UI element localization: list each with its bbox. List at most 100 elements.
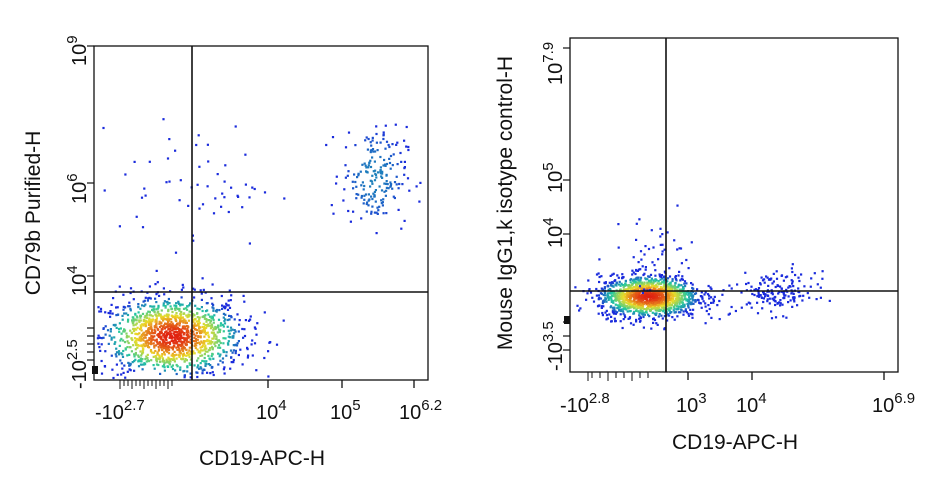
event-dot-1584 — [661, 243, 664, 246]
event-dot-1087 — [622, 302, 625, 305]
event-dot-212 — [703, 293, 706, 296]
event-dot-915 — [649, 292, 652, 295]
event-dot-612 — [110, 354, 113, 357]
event-dot-1411 — [745, 303, 748, 306]
event-dot-644 — [134, 342, 138, 345]
event-dot-1242 — [199, 335, 202, 338]
event-dot-1297 — [177, 345, 180, 348]
event-dot-977 — [636, 277, 639, 280]
event-dot-39 — [621, 284, 625, 287]
event-dot-364 — [206, 309, 209, 312]
event-dot-1133 — [100, 359, 103, 363]
event-dot-1579 — [654, 269, 657, 272]
event-dot-796 — [649, 280, 653, 283]
event-dot-443 — [673, 284, 676, 287]
event-dot-746 — [674, 297, 678, 300]
event-dot-1463 — [781, 303, 784, 306]
event-dot-594 — [627, 317, 630, 320]
event-dot-1482 — [766, 300, 769, 303]
event-dot-1018 — [167, 308, 170, 311]
event-dot-1420 — [813, 272, 816, 275]
event-dot-1266 — [648, 291, 651, 294]
event-dot-1572 — [644, 266, 647, 269]
event-dot-1289 — [666, 299, 669, 302]
event-dot-1386 — [649, 308, 652, 311]
event-dot-455 — [694, 300, 697, 303]
event-dot-1236 — [644, 293, 647, 296]
event-dot-417 — [710, 301, 713, 304]
event-dot-1048 — [215, 310, 218, 313]
event-dot-332 — [629, 281, 632, 284]
event-dot-1433 — [382, 137, 385, 141]
event-dot-1477 — [352, 187, 355, 190]
event-dot-225 — [632, 323, 635, 326]
event-dot-988 — [199, 332, 202, 335]
event-dot-421 — [182, 286, 185, 289]
event-dot-1165 — [652, 288, 655, 291]
event-dot-1353 — [352, 210, 355, 213]
event-dot-97 — [129, 291, 132, 295]
event-dot-1560 — [102, 126, 105, 130]
event-dot-68 — [642, 301, 645, 304]
plot-left-x-axis-label: CD19-APC-H — [199, 447, 325, 470]
event-dot-929 — [186, 352, 189, 355]
event-dot-1610 — [690, 241, 693, 244]
event-dot-1149 — [117, 350, 121, 353]
event-dot-906 — [166, 325, 169, 328]
event-dot-1208 — [167, 310, 170, 313]
event-dot-1520 — [383, 190, 386, 193]
event-dot-960 — [183, 376, 186, 379]
event-dot-603 — [199, 346, 202, 349]
event-dot-1579 — [244, 153, 247, 156]
event-dot-498 — [181, 303, 184, 306]
event-dot-1574 — [251, 186, 254, 189]
event-dot-831 — [638, 314, 641, 317]
event-dot-1499 — [768, 302, 771, 305]
event-dot-1585 — [263, 191, 267, 194]
event-dot-902 — [632, 300, 635, 303]
event-dot-863 — [641, 304, 644, 307]
event-dot-200 — [117, 351, 120, 354]
event-dot-1158 — [649, 273, 653, 276]
event-dot-1034 — [601, 288, 604, 291]
event-dot-750 — [185, 334, 188, 337]
event-dot-1581 — [241, 206, 244, 209]
event-dot-756 — [223, 372, 226, 375]
event-dot-1290 — [172, 354, 176, 357]
event-dot-570 — [155, 317, 158, 320]
event-dot-1470 — [399, 151, 402, 155]
event-dot-1526 — [383, 163, 387, 166]
event-dot-312 — [641, 302, 644, 305]
event-dot-320 — [621, 326, 624, 330]
event-dot-1571 — [643, 288, 646, 291]
event-dot-437 — [139, 324, 142, 327]
event-dot-1520 — [780, 290, 783, 293]
event-dot-834 — [162, 319, 165, 322]
event-dot-1038 — [610, 294, 613, 298]
event-dot-1590 — [659, 227, 662, 230]
event-dot-1446 — [357, 172, 360, 175]
event-dot-1580 — [641, 291, 644, 295]
event-dot-997 — [668, 304, 671, 307]
event-dot-905 — [134, 340, 137, 343]
event-dot-1321 — [648, 302, 652, 305]
event-dot-137 — [163, 314, 166, 317]
event-dot-1268 — [634, 302, 637, 305]
event-dot-1088 — [155, 358, 158, 362]
event-dot-1193 — [141, 338, 144, 341]
event-dot-1187 — [229, 349, 233, 352]
event-dot-860 — [205, 326, 208, 329]
event-dot-1271 — [175, 341, 178, 344]
event-dot-1317 — [627, 284, 630, 287]
event-dot-873 — [165, 334, 169, 337]
event-dot-246 — [164, 305, 167, 308]
event-dot-1460 — [749, 302, 752, 305]
event-dot-664 — [225, 354, 228, 357]
event-dot-330 — [155, 356, 158, 359]
event-dot-1583 — [661, 250, 664, 253]
event-dot-210 — [199, 351, 202, 354]
event-dot-1446 — [790, 292, 793, 295]
event-dot-771 — [212, 321, 215, 324]
event-dot-1230 — [659, 286, 662, 289]
event-dot-1566 — [757, 291, 760, 294]
